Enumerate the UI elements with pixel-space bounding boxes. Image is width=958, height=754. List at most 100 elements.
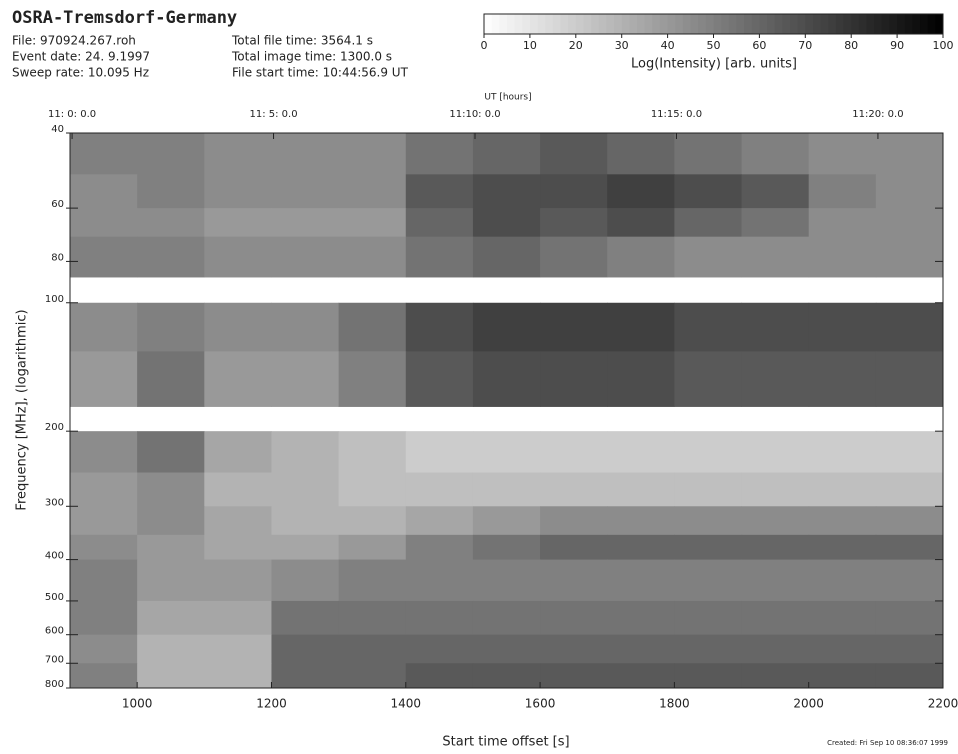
spectrogram-cell xyxy=(406,635,474,664)
spectrogram-cell xyxy=(137,635,205,664)
colorbar-swatch xyxy=(637,14,645,34)
spectrogram-cell xyxy=(271,431,339,473)
spectrogram-cell xyxy=(406,535,474,560)
spectrogram-cell xyxy=(876,560,944,602)
spectrogram-cell xyxy=(674,237,742,278)
spectrogram-cell xyxy=(70,663,138,688)
spectrogram-cell xyxy=(204,351,272,407)
page: OSRA-Tremsdorf-Germany File: 970924.267.… xyxy=(0,0,958,754)
colorbar-swatch xyxy=(752,14,760,34)
colorbar-swatch xyxy=(492,14,500,34)
spectrogram-cell xyxy=(809,663,877,688)
x-tick-label: 1400 xyxy=(390,697,421,711)
spectrogram-cell xyxy=(607,506,675,535)
spectrogram-cell xyxy=(137,560,205,602)
spectrogram-cell xyxy=(339,351,407,407)
spectrogram-cell xyxy=(607,351,675,407)
spectrogram-cell xyxy=(137,237,205,278)
colorbar-swatch xyxy=(599,14,607,34)
spectrogram-cell xyxy=(137,663,205,688)
x-tick-label: 1600 xyxy=(525,697,556,711)
spectrogram-cell xyxy=(876,635,944,664)
spectrogram-cell xyxy=(876,351,944,407)
spectrogram-cell xyxy=(70,535,138,560)
colorbar-label: Log(Intensity) [arb. units] xyxy=(631,57,797,72)
y-tick-label: 700 xyxy=(45,654,64,665)
spectrogram-cell xyxy=(876,174,944,208)
spectrogram-cell xyxy=(473,208,541,237)
spectrogram-cell xyxy=(607,535,675,560)
spectrogram-cell xyxy=(876,208,944,237)
colorbar-swatch xyxy=(813,14,821,34)
y-axis-label: Frequency [MHz], (logarithmic) xyxy=(15,309,30,510)
spectrogram-cell xyxy=(540,431,608,473)
spectrogram-cell xyxy=(204,473,272,507)
colorbar-swatch xyxy=(691,14,699,34)
spectrogram-cell xyxy=(809,431,877,473)
spectrogram-cell xyxy=(473,237,541,278)
spectrogram-cell xyxy=(137,601,205,635)
spectrogram-cell xyxy=(674,303,742,352)
colorbar-swatch xyxy=(507,14,515,34)
y-tick-label: 200 xyxy=(45,422,64,433)
x-tick-label: 1200 xyxy=(256,697,287,711)
spectrogram-cell xyxy=(473,174,541,208)
spectrogram-cell xyxy=(742,208,810,237)
colorbar-tick-label: 20 xyxy=(569,39,583,52)
spectrogram-cell xyxy=(271,635,339,664)
colorbar-swatch xyxy=(706,14,714,34)
spectrogram-cell xyxy=(473,663,541,688)
colorbar-swatch xyxy=(867,14,875,34)
spectrogram-cell xyxy=(607,635,675,664)
x2-tick-label: 11:10: 0.0 xyxy=(449,109,500,120)
colorbar-tick-label: 40 xyxy=(661,39,675,52)
y-tick-label: 40 xyxy=(51,124,64,135)
spectrogram-cell xyxy=(607,663,675,688)
spectrogram-cell xyxy=(339,506,407,535)
spectrogram-cell xyxy=(607,601,675,635)
spectrogram-cell xyxy=(137,506,205,535)
colorbar-swatch xyxy=(683,14,691,34)
spectrogram-cell xyxy=(70,635,138,664)
x2-tick-label: 11:15: 0.0 xyxy=(651,109,702,120)
spectrogram-cell xyxy=(137,174,205,208)
spectrogram-cell xyxy=(406,208,474,237)
colorbar-swatch xyxy=(836,14,844,34)
y-tick-label: 60 xyxy=(51,199,64,210)
spectrogram-cell xyxy=(674,133,742,175)
spectrogram-cell xyxy=(271,351,339,407)
spectrogram-cell xyxy=(70,560,138,602)
colorbar-swatch xyxy=(912,14,920,34)
x-tick-label: 2000 xyxy=(793,697,824,711)
spectrogram-cell xyxy=(137,208,205,237)
spectrogram-cell xyxy=(473,351,541,407)
x-axis-label: Start time offset [s] xyxy=(442,735,569,750)
colorbar-swatch xyxy=(821,14,829,34)
colorbar-swatch xyxy=(499,14,507,34)
spectrogram-cell xyxy=(607,473,675,507)
x2-tick-label: 11: 5: 0.0 xyxy=(249,109,297,120)
spectrogram-cell xyxy=(70,133,138,175)
spectrogram-cell xyxy=(540,208,608,237)
colorbar-swatch xyxy=(897,14,905,34)
spectrogram-cell xyxy=(406,560,474,602)
spectrogram-cell xyxy=(271,208,339,237)
colorbar-swatch xyxy=(652,14,660,34)
spectrogram-cell xyxy=(674,431,742,473)
colorbar-swatch xyxy=(522,14,530,34)
spectrogram-cell xyxy=(540,601,608,635)
spectrogram-cell xyxy=(809,208,877,237)
colorbar-tick-label: 100 xyxy=(933,39,954,52)
spectrogram-cell xyxy=(406,237,474,278)
spectrogram-cell xyxy=(809,635,877,664)
colorbar-swatch xyxy=(538,14,546,34)
spectrogram-cell xyxy=(809,473,877,507)
spectrogram-cell xyxy=(674,506,742,535)
colorbar-swatch xyxy=(530,14,538,34)
spectrogram-cell xyxy=(204,431,272,473)
spectrogram-cell xyxy=(70,601,138,635)
spectrogram-cell xyxy=(540,303,608,352)
y-tick-label: 80 xyxy=(51,252,64,263)
spectrogram-cell xyxy=(406,431,474,473)
spectrogram-cell xyxy=(137,303,205,352)
